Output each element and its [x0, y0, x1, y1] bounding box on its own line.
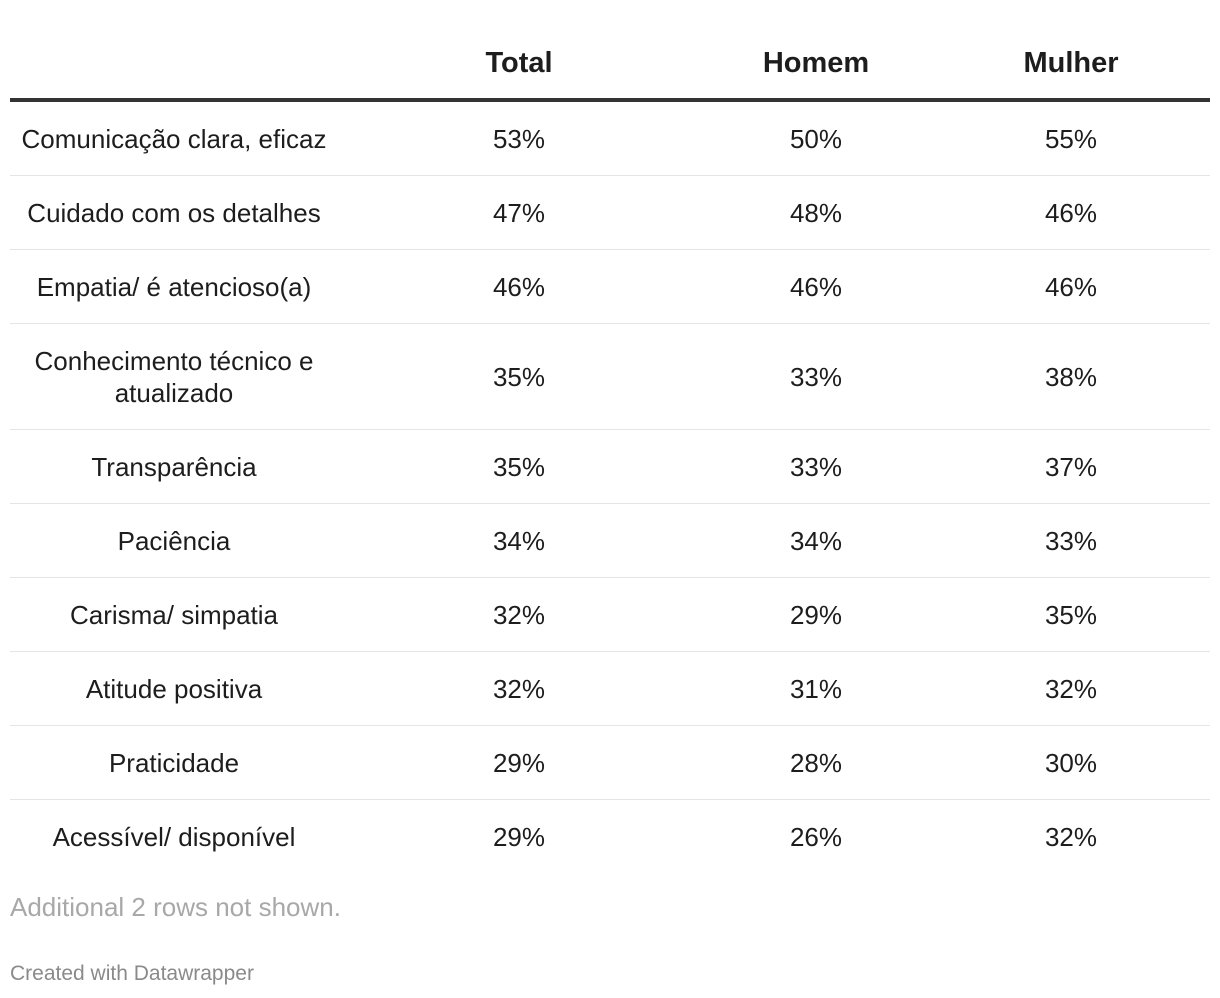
cell-mulher: 55% — [932, 100, 1210, 176]
table-row: Transparência 35% 33% 37% — [10, 429, 1210, 504]
cell-mulher: 33% — [932, 503, 1210, 578]
cell-mulher: 37% — [932, 429, 1210, 504]
row-label: Praticidade — [10, 725, 338, 800]
row-label: Transparência — [10, 429, 338, 504]
cell-total: 46% — [338, 249, 700, 324]
cell-homem: 34% — [700, 503, 932, 578]
cell-mulher: 35% — [932, 577, 1210, 652]
cell-mulher: 32% — [932, 651, 1210, 726]
table-header: Total Homem Mulher — [10, 28, 1210, 102]
cell-homem: 48% — [700, 175, 932, 250]
table-row: Empatia/ é atencioso(a) 46% 46% 46% — [10, 249, 1210, 324]
header-row: Total Homem Mulher — [10, 28, 1210, 102]
cell-homem: 31% — [700, 651, 932, 726]
row-label: Atitude positiva — [10, 651, 338, 726]
cell-homem: 29% — [700, 577, 932, 652]
row-label: Acessível/ disponível — [52, 821, 296, 852]
row-label: Carisma/ simpatia — [10, 577, 338, 652]
row-label: Paciência — [10, 503, 338, 578]
data-table-container: Total Homem Mulher Comunicação clara, ef… — [10, 28, 1210, 873]
table-row: Cuidado com os detalhes 47% 48% 46% — [10, 175, 1210, 250]
table-row: Carisma/ simpatia 32% 29% 35% — [10, 577, 1210, 652]
cell-mulher: 38% — [932, 323, 1210, 430]
cell-homem: 28% — [700, 725, 932, 800]
row-label: Cuidado com os detalhes — [10, 175, 338, 250]
cell-total: 32% — [338, 651, 700, 726]
cell-total: 34% — [338, 503, 700, 578]
header-mulher[interactable]: Mulher — [932, 28, 1210, 102]
table-row: Conhecimento técnico e atualizado 35% 33% 3… — [10, 323, 1210, 430]
cell-total: 35% — [338, 323, 700, 430]
row-label: Empatia/ é atencioso(a) — [10, 249, 338, 324]
cell-total: 53% — [338, 100, 700, 176]
cell-total: 47% — [338, 175, 700, 250]
cell-mulher: 46% — [932, 175, 1210, 250]
data-table: Total Homem Mulher Comunicação clara, ef… — [10, 28, 1210, 873]
cell-mulher: 46% — [932, 249, 1210, 324]
cell-total: 29% — [338, 725, 700, 800]
header-label-column — [10, 28, 338, 102]
cell-total: 35% — [338, 429, 700, 504]
table-row: Praticidade 29% 28% 30% — [10, 725, 1210, 800]
cell-mulher: 30% — [932, 725, 1210, 800]
cell-homem: 50% — [700, 100, 932, 176]
cell-total: 32% — [338, 577, 700, 652]
cell-homem: 46% — [700, 249, 932, 324]
row-label: Conhecimento técnico e atualizado — [10, 323, 338, 430]
table-row: Acessível/ disponível 29% 26% 32% — [10, 800, 1210, 874]
cell-homem: 33% — [700, 323, 932, 430]
table-row: Comunicação clara, eficaz 53% 50% 55% — [10, 100, 1210, 176]
cell-total: 29% — [492, 821, 546, 852]
cell-mulher: 32% — [1044, 821, 1098, 852]
table-row: Paciência 34% 34% 33% — [10, 503, 1210, 578]
cell-homem: 33% — [700, 429, 932, 504]
table-notes: Additional 2 rows not shown. — [10, 892, 341, 922]
header-homem[interactable]: Homem — [700, 28, 932, 102]
table-body: Comunicação clara, eficaz 53% 50% 55% Cuidad… — [10, 100, 1210, 873]
row-label: Comunicação clara, eficaz — [10, 100, 338, 176]
credit-link[interactable]: Created with Datawrapper — [10, 962, 254, 985]
cell-homem: 26% — [789, 821, 843, 852]
table-row: Atitude positiva 32% 31% 32% — [10, 651, 1210, 726]
header-total[interactable]: Total — [338, 28, 700, 102]
